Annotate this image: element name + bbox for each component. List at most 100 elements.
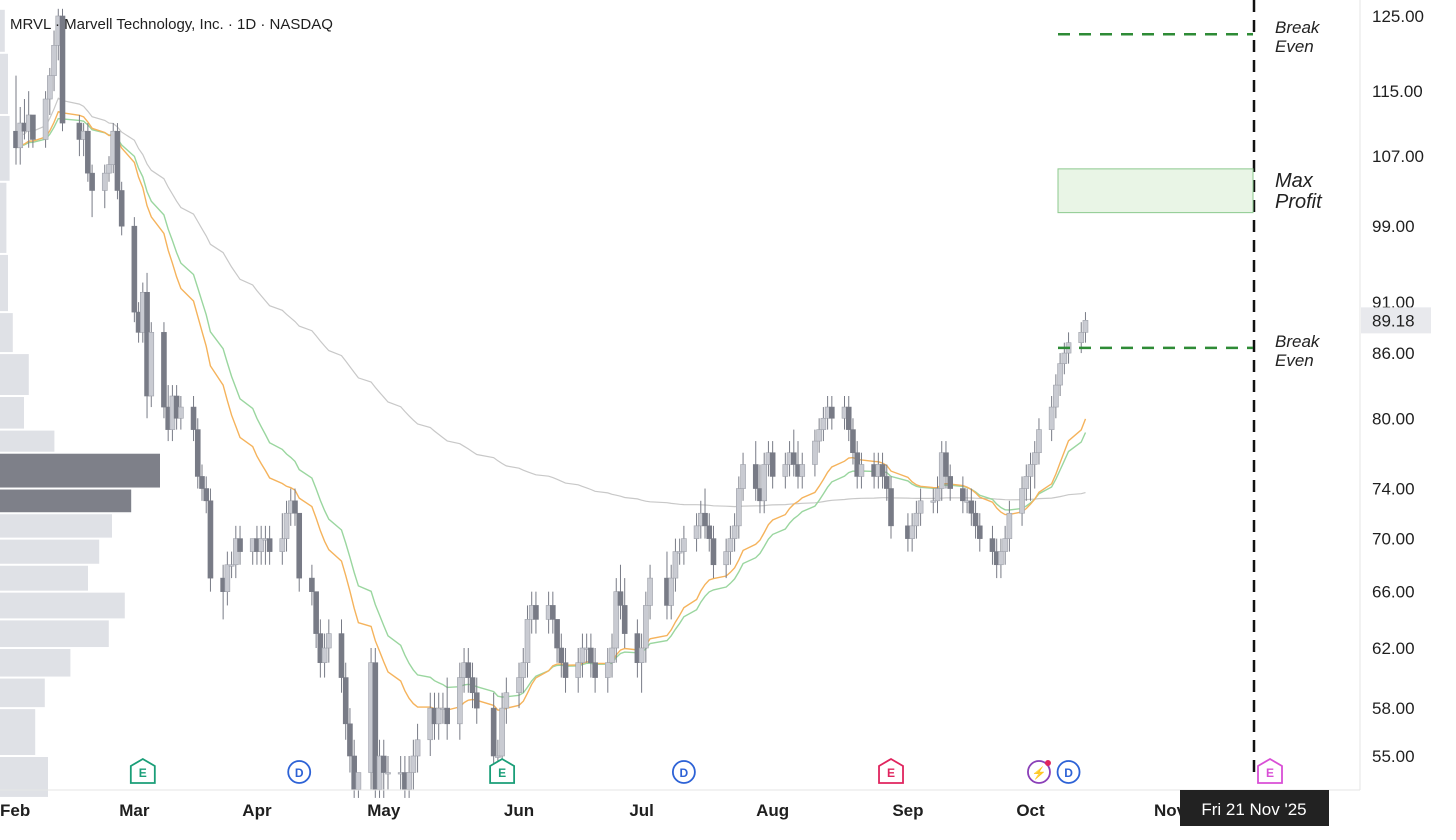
candle[interactable] xyxy=(761,452,767,514)
candle[interactable] xyxy=(609,633,615,678)
earnings-next-marker[interactable]: E xyxy=(878,757,904,784)
candle[interactable] xyxy=(909,513,915,552)
dividend-marker[interactable]: D xyxy=(287,760,312,784)
candle[interactable] xyxy=(85,123,91,182)
candle[interactable] xyxy=(706,513,713,552)
candlestick-series[interactable] xyxy=(13,8,1089,798)
candle[interactable] xyxy=(533,591,539,634)
candle[interactable] xyxy=(279,513,286,565)
candle[interactable] xyxy=(668,564,675,620)
dividend-marker[interactable]: D xyxy=(671,760,696,784)
candle[interactable] xyxy=(17,106,24,165)
candle[interactable] xyxy=(812,429,818,477)
candle[interactable] xyxy=(47,67,53,115)
candle[interactable] xyxy=(816,418,822,453)
candle[interactable] xyxy=(161,322,167,419)
candle[interactable] xyxy=(1057,353,1063,397)
candle[interactable] xyxy=(647,564,653,620)
candle[interactable] xyxy=(228,551,235,579)
candle[interactable] xyxy=(59,8,66,132)
candle[interactable] xyxy=(934,476,941,514)
candle[interactable] xyxy=(194,418,201,489)
candle[interactable] xyxy=(283,500,290,552)
candle[interactable] xyxy=(968,488,975,526)
candle[interactable] xyxy=(643,591,649,663)
candle[interactable] xyxy=(820,407,827,442)
candle[interactable] xyxy=(207,488,214,592)
split-marker[interactable]: ⚡ xyxy=(1027,760,1051,784)
candle[interactable] xyxy=(621,578,628,649)
candle[interactable] xyxy=(1019,476,1025,526)
candle[interactable] xyxy=(960,476,966,514)
candle[interactable] xyxy=(845,396,852,442)
candle[interactable] xyxy=(313,591,319,649)
candle[interactable] xyxy=(850,418,856,465)
candle[interactable] xyxy=(790,429,797,477)
candle[interactable] xyxy=(550,591,556,634)
candle[interactable] xyxy=(579,633,586,678)
candle[interactable] xyxy=(524,605,531,678)
candle[interactable] xyxy=(414,723,421,773)
candle[interactable] xyxy=(444,677,450,740)
candle[interactable] xyxy=(604,648,611,693)
candle[interactable] xyxy=(617,564,624,620)
candle[interactable] xyxy=(638,633,645,693)
candle[interactable] xyxy=(888,476,894,539)
candle[interactable] xyxy=(858,452,865,489)
candle[interactable] xyxy=(473,677,480,724)
candle[interactable] xyxy=(326,619,332,663)
candle[interactable] xyxy=(562,648,569,693)
candle[interactable] xyxy=(1048,396,1055,442)
candle[interactable] xyxy=(799,452,806,489)
candle[interactable] xyxy=(457,662,463,740)
candle[interactable] xyxy=(913,500,920,539)
candle[interactable] xyxy=(1031,441,1038,489)
candle[interactable] xyxy=(435,692,442,740)
candle[interactable] xyxy=(503,677,510,724)
candle[interactable] xyxy=(118,181,125,236)
candle[interactable] xyxy=(1053,374,1059,419)
candle[interactable] xyxy=(588,633,594,678)
candle[interactable] xyxy=(883,464,890,501)
earnings-marker[interactable]: E xyxy=(129,757,156,784)
candle[interactable] xyxy=(676,538,683,565)
earnings-future-marker[interactable]: E xyxy=(1257,757,1283,784)
candle[interactable] xyxy=(406,756,412,798)
candle[interactable] xyxy=(224,551,231,606)
candle[interactable] xyxy=(30,114,36,148)
candle[interactable] xyxy=(385,756,391,790)
candle[interactable] xyxy=(1023,464,1030,501)
candle[interactable] xyxy=(752,441,759,501)
dividend-marker[interactable]: D xyxy=(1056,760,1081,784)
candle[interactable] xyxy=(465,648,472,693)
candle[interactable] xyxy=(782,452,789,489)
candle[interactable] xyxy=(1036,418,1042,465)
candle[interactable] xyxy=(490,692,497,773)
candle[interactable] xyxy=(829,396,835,430)
candle[interactable] xyxy=(930,488,937,514)
candle[interactable] xyxy=(51,30,57,92)
candle[interactable] xyxy=(469,662,476,709)
candle[interactable] xyxy=(178,396,184,430)
candle[interactable] xyxy=(943,441,949,489)
candle[interactable] xyxy=(702,488,708,539)
candle[interactable] xyxy=(1082,312,1089,343)
candle[interactable] xyxy=(976,513,983,552)
candle[interactable] xyxy=(693,513,700,552)
candle[interactable] xyxy=(1006,500,1013,552)
candle[interactable] xyxy=(131,217,138,323)
candle[interactable] xyxy=(1002,525,1008,565)
candle[interactable] xyxy=(190,396,197,442)
candle[interactable] xyxy=(575,648,582,693)
candle[interactable] xyxy=(199,464,205,501)
earnings-marker[interactable]: E xyxy=(489,757,516,784)
candle[interactable] xyxy=(613,578,620,663)
candle[interactable] xyxy=(148,322,155,408)
candle[interactable] xyxy=(266,525,273,565)
candle[interactable] xyxy=(372,648,379,798)
candle[interactable] xyxy=(355,772,362,798)
candle[interactable] xyxy=(592,648,598,693)
